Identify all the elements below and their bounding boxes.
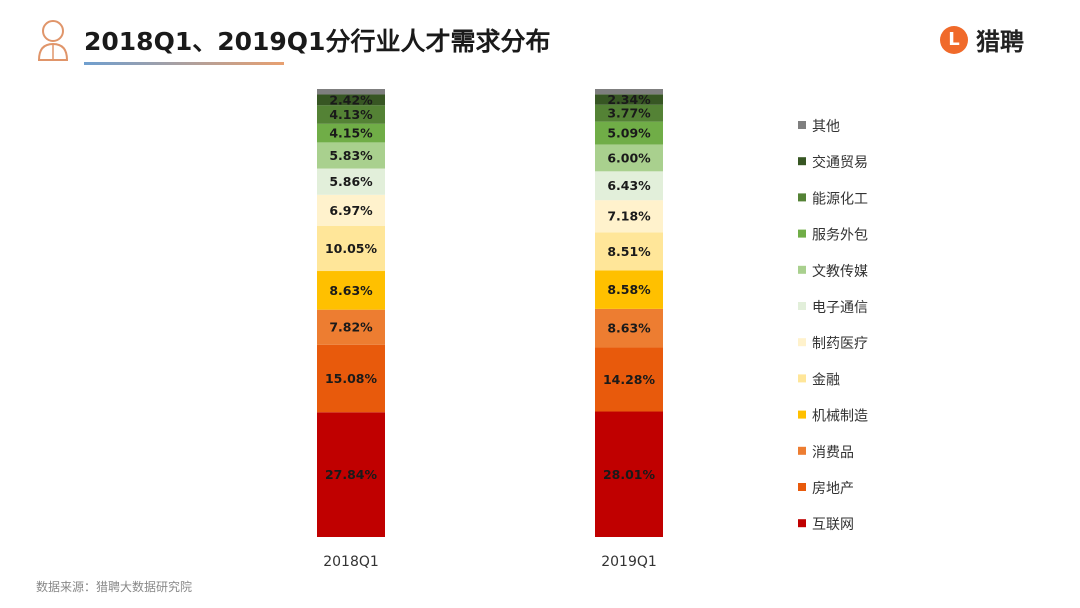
- legend-label: 服务外包: [812, 228, 868, 244]
- legend-label: 电子通信: [812, 300, 868, 316]
- legend-swatch: [798, 302, 806, 310]
- bar-segment: [595, 308, 663, 348]
- legend-label: 能源化工: [812, 191, 868, 207]
- logo-text: 猎聘: [976, 28, 1024, 56]
- data-label: 27.84%: [325, 467, 378, 482]
- data-label: 5.83%: [329, 148, 373, 163]
- bar-segment: [317, 225, 385, 272]
- legend-label: 交通贸易: [812, 154, 868, 171]
- bar-segment: [595, 232, 663, 271]
- legend-label: 消费品: [812, 445, 854, 461]
- bar-segment: [317, 105, 385, 124]
- data-label: 7.82%: [329, 320, 373, 335]
- data-label: 6.43%: [607, 178, 651, 193]
- legend-swatch: [798, 446, 806, 455]
- legend-swatch: [798, 229, 806, 238]
- data-label: 4.15%: [329, 126, 373, 141]
- bar-segment: [595, 94, 663, 105]
- legend-label: 互联网: [812, 517, 854, 533]
- legend-swatch: [798, 519, 806, 528]
- bar-segment: [317, 194, 385, 226]
- title-underline: [84, 62, 284, 65]
- data-label: 28.01%: [603, 467, 656, 482]
- data-label: 5.86%: [329, 174, 373, 189]
- legend-label: 其他: [812, 119, 840, 135]
- source-note: 数据来源：猎聘大数据研究院: [36, 580, 193, 594]
- bar-segment: [595, 104, 663, 122]
- bar-segment: [317, 344, 385, 413]
- bar-segment: [595, 270, 663, 309]
- legend-label: 文教传媒: [812, 264, 868, 280]
- data-label: 8.51%: [607, 244, 651, 259]
- bar-segment: [317, 142, 385, 169]
- data-label: 6.00%: [607, 150, 651, 165]
- page-title: 2018Q1、2019Q1分行业人才需求分布: [84, 27, 551, 56]
- logo: L 猎聘: [940, 22, 1024, 57]
- data-label: 2.42%: [329, 92, 373, 107]
- x-tick-label: 2019Q1: [601, 554, 657, 570]
- data-label: 6.97%: [329, 203, 373, 218]
- legend-swatch: [798, 121, 806, 129]
- legend-swatch: [798, 410, 806, 419]
- bar-segment: [317, 89, 385, 95]
- data-label: 15.08%: [325, 371, 378, 386]
- bar-segment: [595, 89, 663, 95]
- legend-label: 房地产: [812, 481, 854, 497]
- bar-segment: [317, 123, 385, 143]
- legend-swatch: [798, 374, 806, 383]
- logo-mark: L: [940, 25, 968, 54]
- x-tick-label: 2018Q1: [323, 554, 379, 570]
- legend-label: 制药医疗: [812, 336, 868, 352]
- legend-label: 机械制造: [812, 409, 868, 425]
- data-label: 8.58%: [607, 282, 651, 297]
- legend-label: 金融: [812, 372, 840, 388]
- legend-swatch: [798, 157, 806, 166]
- bar-segment: [595, 411, 663, 537]
- bar-segment: [595, 171, 663, 201]
- bar-segment: [595, 121, 663, 145]
- data-label: 7.18%: [607, 209, 651, 224]
- bar-segment: [317, 412, 385, 537]
- data-label: 5.09%: [607, 126, 651, 141]
- person-icon: [37, 20, 69, 61]
- bar-segment: [317, 309, 385, 345]
- bar-segment: [595, 347, 663, 412]
- bar-segment: [317, 94, 385, 106]
- legend-swatch: [798, 338, 806, 347]
- data-label: 14.28%: [603, 372, 656, 387]
- legend-swatch: [798, 193, 806, 202]
- bar-segment: [317, 168, 385, 195]
- data-label: 3.77%: [607, 106, 651, 121]
- data-label: 8.63%: [607, 321, 651, 336]
- bar-segment: [595, 144, 663, 172]
- legend-swatch: [798, 483, 806, 491]
- data-label: 10.05%: [325, 241, 378, 256]
- bar-segment: [595, 200, 663, 233]
- data-label: 2.34%: [607, 92, 651, 107]
- bar-segment: [317, 271, 385, 310]
- data-label: 8.63%: [329, 283, 373, 298]
- data-label: 4.13%: [329, 107, 373, 122]
- legend-swatch: [798, 265, 806, 274]
